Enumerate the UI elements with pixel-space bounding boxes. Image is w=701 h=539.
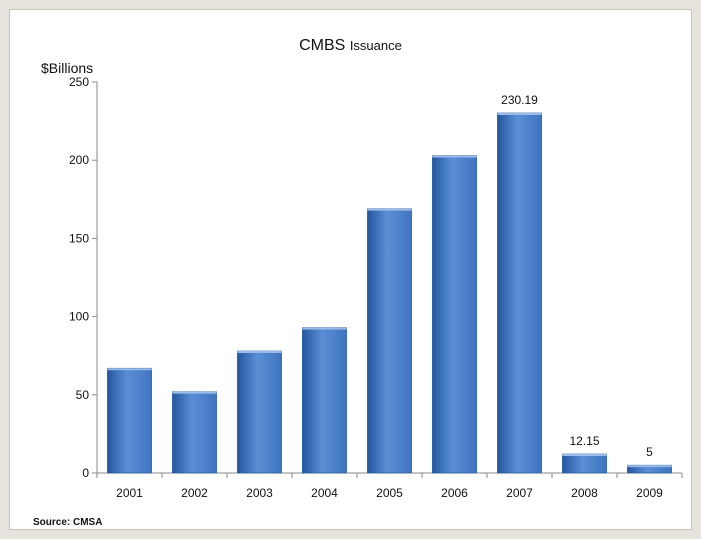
bar-top-highlight (367, 208, 412, 211)
x-tick-label: 2006 (441, 486, 468, 500)
bar-2006 (432, 155, 477, 474)
y-tick-label: 50 (76, 388, 90, 402)
bar-top-highlight (562, 453, 607, 456)
y-tick-label: 0 (82, 466, 89, 480)
x-tick-label: 2003 (246, 486, 273, 500)
bar-2003 (237, 350, 282, 474)
y-tick-label: 150 (69, 231, 89, 245)
bar-2008 (562, 453, 607, 474)
x-tick-label: 2001 (116, 486, 143, 500)
bar-2007 (497, 112, 542, 474)
x-tick-label: 2009 (636, 486, 663, 500)
bar-2004 (302, 327, 347, 474)
bar-top-highlight (107, 368, 152, 371)
x-tick-label: 2005 (376, 486, 403, 500)
y-tick-label: 250 (69, 75, 89, 89)
bar-top-highlight (237, 351, 282, 354)
x-tick-label: 2008 (571, 486, 598, 500)
bar-top-highlight (172, 391, 217, 394)
bar-top-highlight (627, 465, 672, 468)
data-label: 230.19 (501, 93, 538, 107)
y-tick-label: 100 (69, 310, 89, 324)
bar-top-highlight (302, 327, 347, 330)
data-label: 12.15 (569, 434, 599, 448)
y-tick-label: 200 (69, 153, 89, 167)
bar-2001 (107, 367, 152, 474)
x-tick-label: 2002 (181, 486, 208, 500)
bars (107, 112, 672, 474)
source-note: Source: CMSA (33, 517, 103, 528)
y-axis-label: $Billions (41, 60, 94, 76)
chart-title-sub: Issuance (349, 38, 402, 53)
chart-title: CMBS Issuance (0, 37, 701, 55)
bar-2002 (172, 391, 217, 474)
data-label: 5 (646, 445, 653, 459)
bar-2005 (367, 208, 412, 474)
bar-top-highlight (432, 155, 477, 158)
chart-title-main: CMBS (299, 37, 346, 54)
x-tick-label: 2004 (311, 486, 338, 500)
labels: 2001 2002 2003 2004 2005 2006 2007 230.19 2008 12… (116, 93, 663, 500)
bar-top-highlight (497, 112, 542, 115)
x-tick-label: 2007 (506, 486, 533, 500)
